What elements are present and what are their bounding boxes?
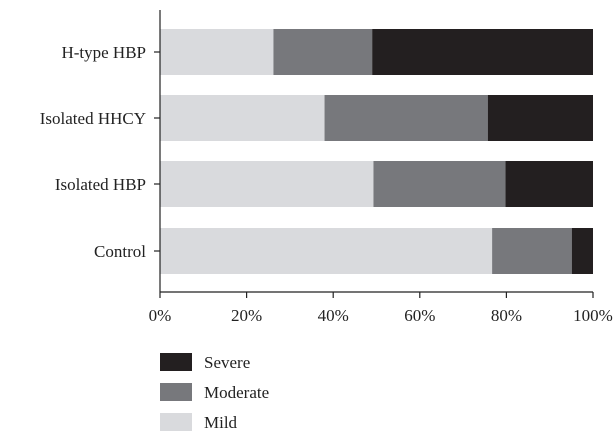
category-label-isolated-hhcy: Isolated HHCY — [40, 109, 146, 128]
legend-label-severe: Severe — [204, 353, 250, 372]
bar-control-severe — [571, 228, 593, 274]
legend-swatch-severe — [160, 353, 192, 371]
bar-h-type-hbp-moderate — [273, 29, 373, 75]
x-tick-label: 0% — [149, 306, 172, 325]
axes-group — [159, 10, 593, 293]
bars-group — [160, 29, 593, 274]
x-tick-label: 60% — [404, 306, 435, 325]
legend-label-moderate: Moderate — [204, 383, 269, 402]
bar-isolated-hbp-mild — [160, 161, 374, 207]
bar-control-mild — [160, 228, 493, 274]
x-tick-label: 100% — [573, 306, 613, 325]
bar-isolated-hhcy-mild — [160, 95, 325, 141]
legend: Severe Moderate Mild — [160, 353, 269, 432]
bar-isolated-hbp-severe — [505, 161, 593, 207]
legend-label-mild: Mild — [204, 413, 238, 432]
bar-control-moderate — [492, 228, 572, 274]
legend-swatch-mild — [160, 413, 192, 431]
legend-swatch-moderate — [160, 383, 192, 401]
bar-h-type-hbp-mild — [160, 29, 274, 75]
category-label-control: Control — [94, 242, 146, 261]
x-tick-label: 20% — [231, 306, 262, 325]
x-ticks-group: 0% 20% 40% 60% 80% 100% — [149, 292, 613, 325]
x-tick-label: 80% — [491, 306, 522, 325]
x-tick-label: 40% — [318, 306, 349, 325]
bar-isolated-hbp-moderate — [373, 161, 506, 207]
category-label-isolated-hbp: Isolated HBP — [55, 175, 146, 194]
bar-isolated-hhcy-moderate — [324, 95, 488, 141]
category-labels-group: H-type HBP Isolated HHCY Isolated HBP Contr… — [40, 43, 160, 261]
bar-isolated-hhcy-severe — [487, 95, 593, 141]
category-label-h-type-hbp: H-type HBP — [61, 43, 146, 62]
bar-h-type-hbp-severe — [372, 29, 593, 75]
